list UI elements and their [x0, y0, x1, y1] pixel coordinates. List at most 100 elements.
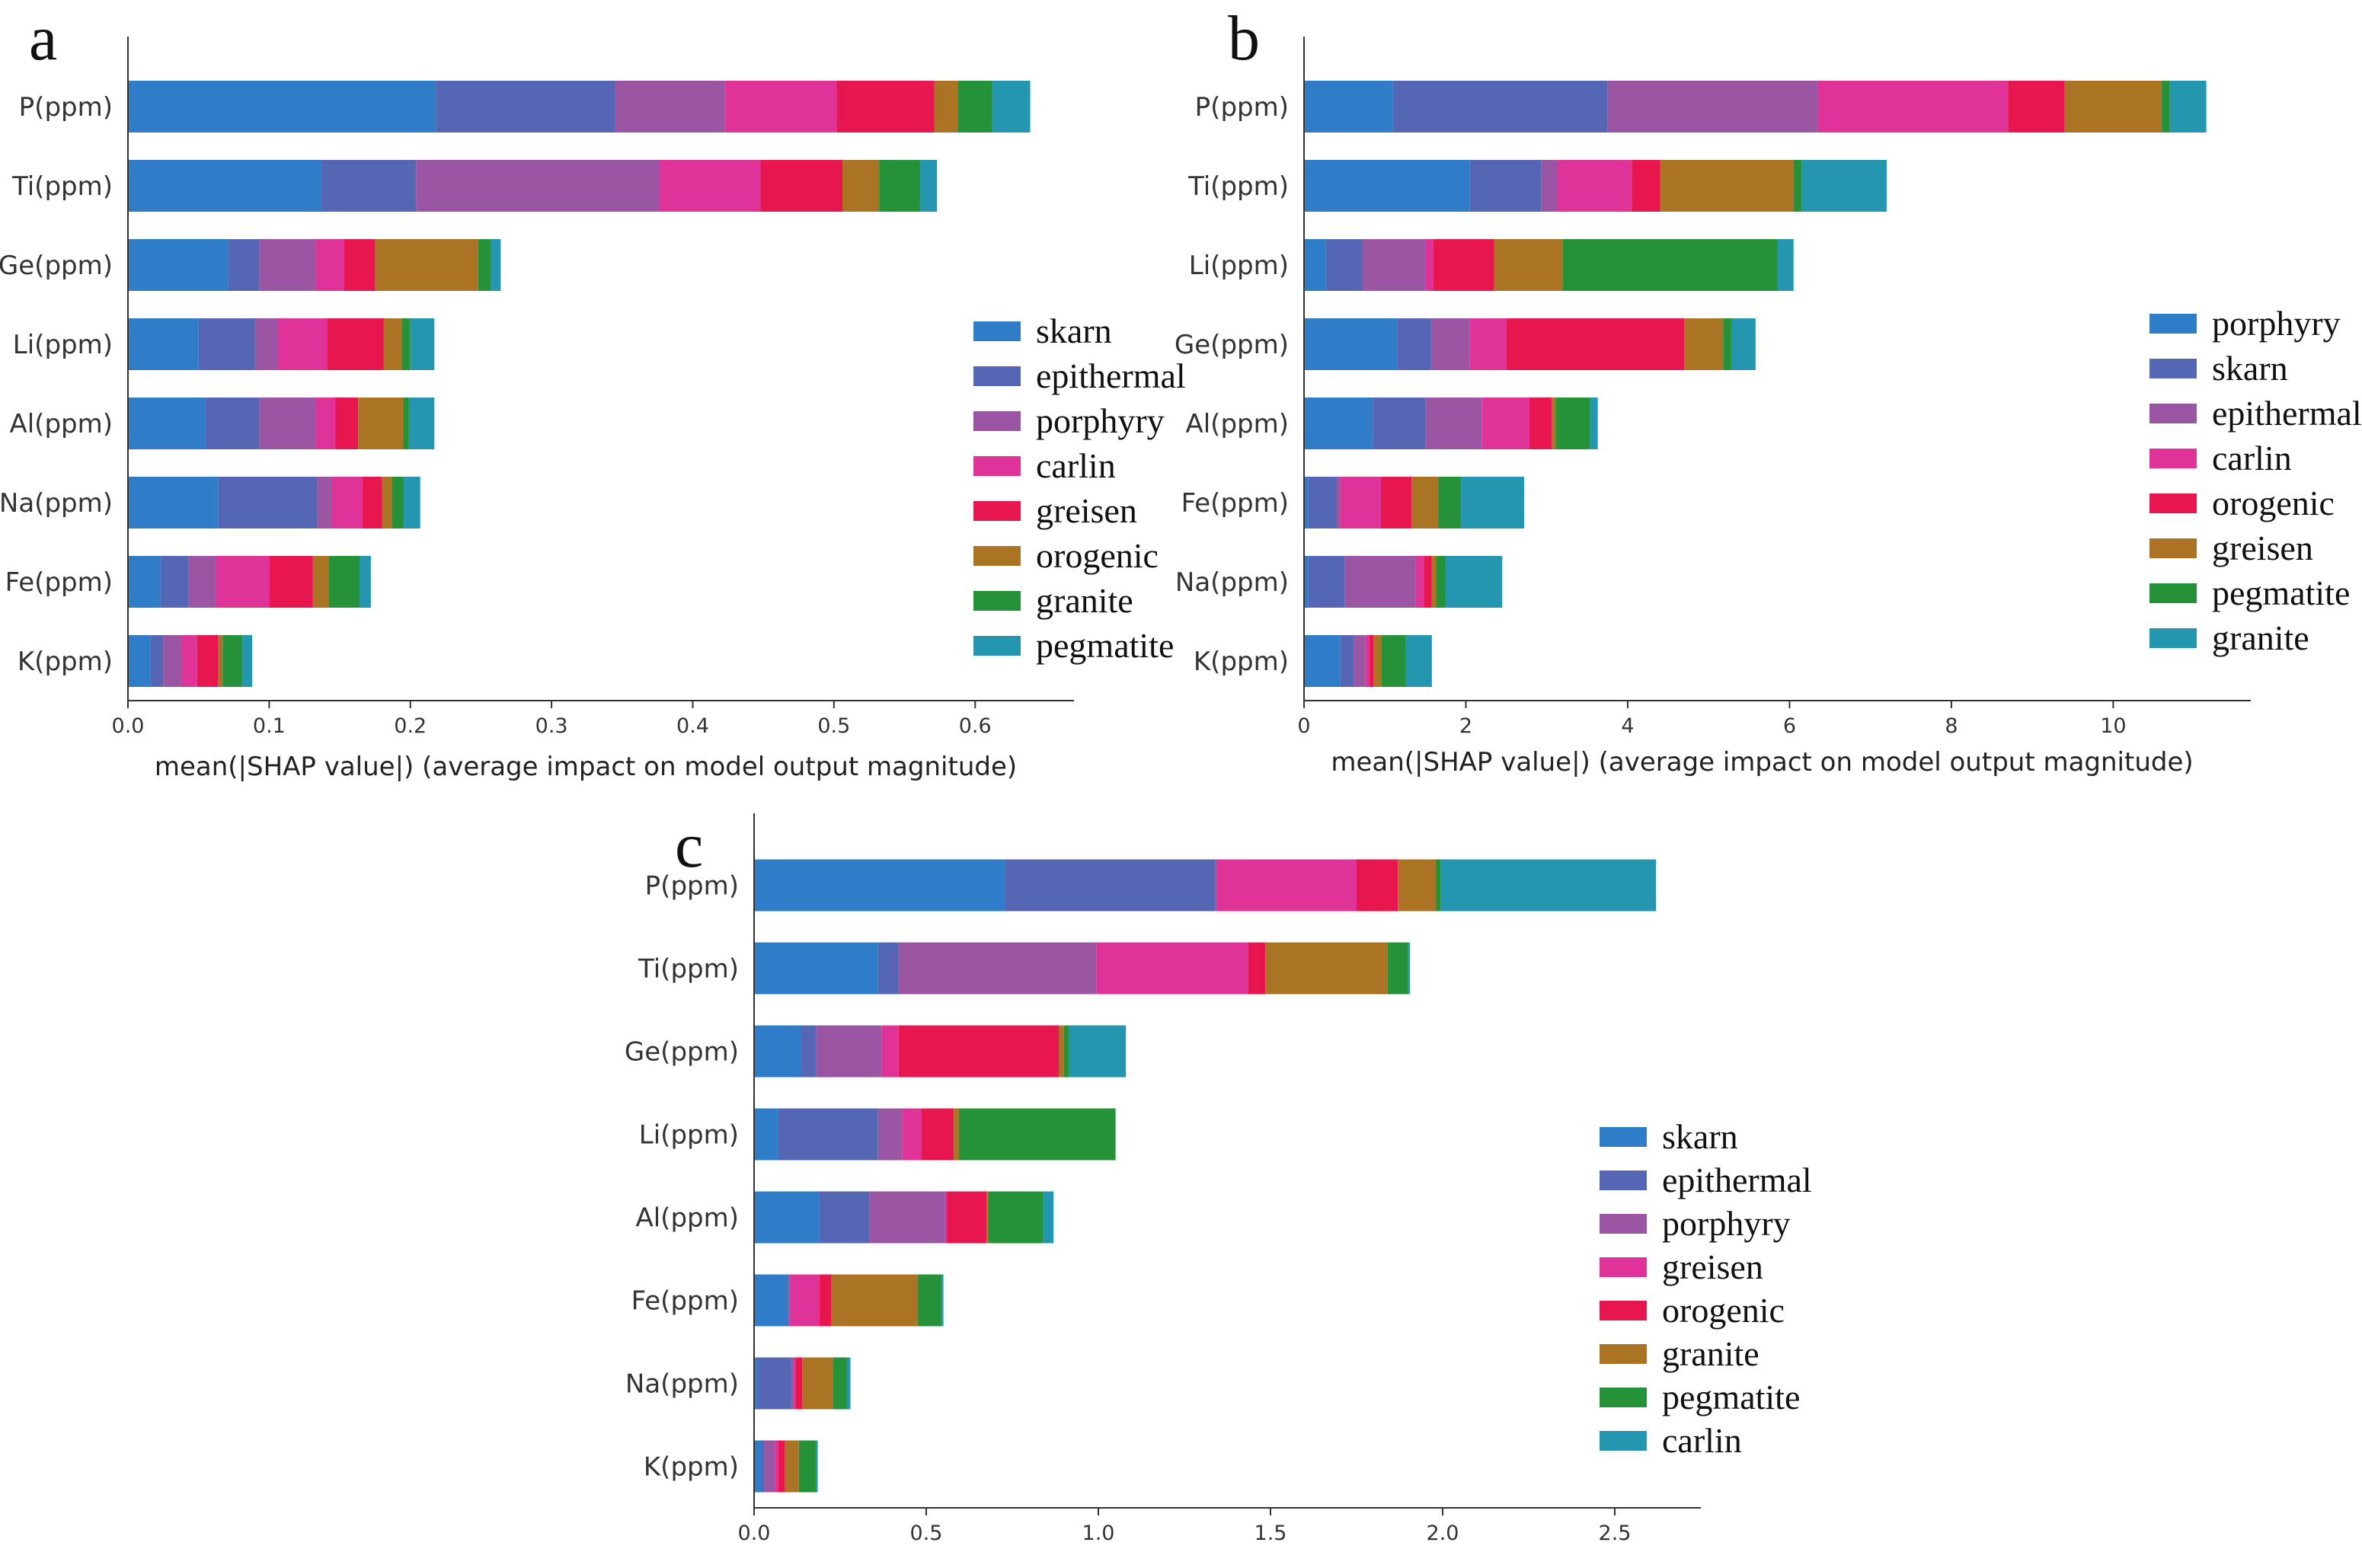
y-tick-label: Ge(ppm): [625, 1037, 739, 1068]
y-tick-label: K(ppm): [1194, 647, 1289, 677]
bar-segment-orogenic-alppm: [1529, 398, 1552, 449]
bar-segment-greisen-feppm: [790, 1274, 820, 1327]
bar-segment-orogenic-feppm: [312, 556, 329, 608]
bar-segment-epithermal-feppm: [786, 1274, 789, 1327]
y-tick-label: Al(ppm): [1185, 409, 1289, 439]
bar-segment-porphyry-nappm: [317, 477, 331, 529]
bar-segment-porphyry-lippm: [877, 1108, 903, 1161]
bar-segment-pegmatite-tippm: [1793, 160, 1802, 212]
y-tick-label: Ti(ppm): [638, 954, 739, 985]
bar-segment-epithermal-tippm: [321, 160, 417, 212]
y-tick-label: Ge(ppm): [0, 251, 113, 281]
bar-segment-porphyry-tippm: [416, 160, 660, 212]
bar-segment-orogenic-nappm: [1424, 556, 1432, 608]
bar-segment-carlin-nappm: [1415, 556, 1424, 608]
bar-segment-greisen-lippm: [902, 1108, 922, 1161]
bar-segment-greisen-kppm: [775, 1440, 778, 1493]
bar-segment-epithermal-lippm: [778, 1108, 878, 1161]
bar-segment-pegmatite-nappm: [833, 1357, 848, 1410]
bar-segment-epithermal-kppm: [150, 635, 164, 687]
bar-segment-porphyry-feppm: [788, 1274, 791, 1327]
x-tick-label: 6: [1783, 714, 1796, 738]
legend-swatch-orogenic: [1600, 1301, 1647, 1321]
bar-segment-carlin-pppm: [1817, 81, 2009, 133]
bar-segment-carlin-pppm: [1440, 859, 1657, 912]
bar-segment-granite-lippm: [954, 1108, 959, 1161]
legend-label-orogenic: orogenic: [1036, 536, 1159, 575]
x-tick-label: 2.5: [1599, 1522, 1632, 1545]
bar-segment-greisen-tippm: [760, 160, 842, 212]
x-tick-label: 0: [1297, 714, 1310, 738]
legend-label-orogenic: orogenic: [1662, 1291, 1785, 1330]
bar-segment-greisen-lippm: [327, 318, 384, 370]
bar-segment-porphyry-geppm: [1304, 318, 1398, 370]
bar-segment-orogenic-pppm: [934, 81, 958, 133]
bar-segment-pegmatite-tippm: [1387, 942, 1408, 995]
bar-segment-porphyry-alppm: [869, 1191, 945, 1244]
bar-segment-skarn-kppm: [754, 1440, 762, 1493]
bar-segment-carlin-feppm: [1340, 477, 1381, 529]
bar-segment-greisen-kppm: [197, 635, 219, 687]
panel-letter: a: [29, 3, 57, 74]
y-tick-label: K(ppm): [644, 1452, 739, 1483]
bar-segment-pegmatite-lippm: [410, 318, 435, 370]
bar-segment-greisen-feppm: [269, 556, 313, 608]
bar-segment-carlin-lippm: [1425, 239, 1434, 291]
legend-swatch-pegmatite: [1600, 1388, 1647, 1407]
legend-swatch-greisen: [973, 501, 1021, 521]
x-tick-label: 10: [2100, 714, 2126, 738]
bar-segment-skarn-alppm: [128, 398, 206, 449]
y-tick-label: Na(ppm): [0, 488, 113, 519]
bar-segment-porphyry-tippm: [898, 942, 1097, 995]
bar-segment-granite-kppm: [785, 1440, 799, 1493]
x-tick-label: 0.5: [910, 1522, 943, 1545]
bar-segment-orogenic-nappm: [795, 1357, 803, 1410]
y-tick-label: Ti(ppm): [11, 171, 113, 202]
y-tick-label: Li(ppm): [639, 1120, 739, 1151]
x-tick-label: 0.5: [817, 714, 850, 738]
legend-label-granite: granite: [1662, 1334, 1760, 1373]
legend-swatch-epithermal: [2149, 404, 2197, 423]
bar-segment-epithermal-geppm: [228, 239, 260, 291]
bar-segment-granite-kppm: [1405, 635, 1432, 687]
bar-segment-granite-tippm: [1801, 160, 1887, 212]
bar-segment-greisen-geppm: [344, 239, 376, 291]
x-tick-label: 0.6: [959, 714, 992, 738]
bar-segment-granite-alppm: [986, 1191, 989, 1244]
bar-segment-orogenic-geppm: [1506, 318, 1685, 370]
bar-segment-skarn-tippm: [1469, 160, 1542, 212]
bar-segment-granite-nappm: [392, 477, 404, 529]
bar-segment-skarn-pppm: [128, 81, 436, 133]
panel-a: a P(ppm) Ti(ppm) Ge(ppm) Li(ppm) Al(ppm) Na(pp…: [0, 3, 1186, 782]
y-tick-label: Ge(ppm): [1175, 330, 1289, 360]
bar-segment-greisen-nappm: [362, 477, 382, 529]
legend-swatch-greisen: [2149, 538, 2197, 558]
bar-segment-carlin-geppm: [1069, 1025, 1127, 1078]
bar-segment-porphyry-lippm: [1304, 239, 1326, 291]
bar-segment-epithermal-tippm: [1541, 160, 1558, 212]
legend-swatch-greisen: [1600, 1257, 1647, 1277]
bar-segment-skarn-lippm: [754, 1108, 778, 1161]
bar-segment-orogenic-pppm: [2008, 81, 2065, 133]
bar-segment-skarn-geppm: [128, 239, 229, 291]
bar-segment-skarn-lippm: [128, 318, 199, 370]
bar-segment-orogenic-pppm: [1357, 859, 1398, 912]
bar-segment-granite-lippm: [1777, 239, 1794, 291]
x-tick-label: 2.0: [1427, 1522, 1459, 1545]
y-tick-label: Fe(ppm): [5, 567, 113, 598]
bar-segment-epithermal-alppm: [819, 1191, 870, 1244]
x-tick-label: 0.3: [535, 714, 568, 738]
legend-label-granite: granite: [2212, 618, 2309, 657]
legend-swatch-skarn: [2149, 359, 2197, 378]
y-tick-label: Na(ppm): [625, 1369, 739, 1400]
x-tick-label: 0.1: [253, 714, 286, 738]
bar-segment-skarn-geppm: [754, 1025, 801, 1078]
legend-label-porphyry: porphyry: [1662, 1204, 1791, 1243]
bar-segment-epithermal-alppm: [1425, 398, 1482, 449]
y-tick-label: P(ppm): [1195, 92, 1289, 123]
x-tick-label: 1.0: [1082, 1522, 1115, 1545]
y-tick-label: Ti(ppm): [1187, 171, 1289, 202]
bar-segment-porphyry-kppm: [1304, 635, 1341, 687]
x-tick-label: 2: [1459, 714, 1472, 738]
